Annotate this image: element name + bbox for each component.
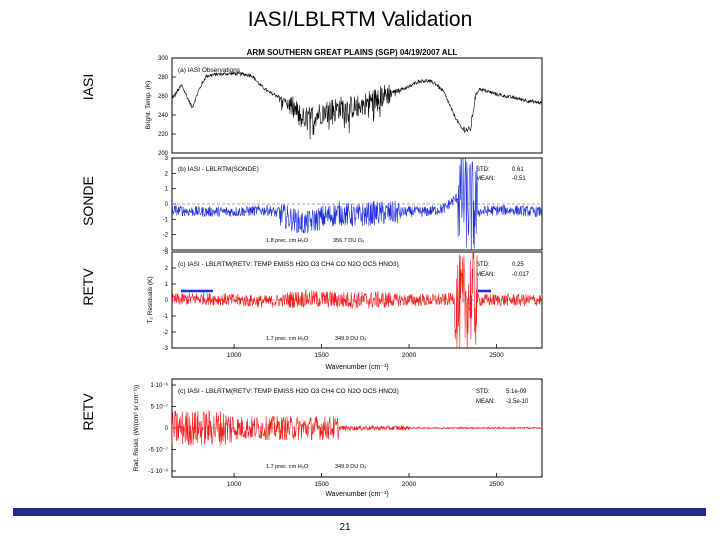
panel-c1-mean: -0.017 — [512, 272, 530, 278]
panel-c2-ytick-label: 0 — [165, 426, 169, 432]
panel-b-ytick-label: -1 — [163, 217, 169, 223]
panel-b-annotation-h2o: 1.8 prec. cm H₂O — [266, 238, 309, 244]
panel-b-std-label: STD: — [476, 167, 490, 173]
panel-b-ytick-label: 0 — [165, 202, 169, 208]
panel-c1-annotation-o3: 349.9 DU O₃ — [335, 336, 366, 342]
panel-c1-title: (c) IASI - LBLRTM(RETV: TEMP EMISS H2O O… — [178, 261, 399, 268]
panel-c2-xtick-label: 2000 — [402, 481, 417, 488]
panel-c2-xlabel: Wavenumber (cm⁻¹) — [325, 491, 388, 498]
panel-a-frame — [171, 57, 543, 154]
panel-a-ylabel: Bright. Temp. (K) — [145, 81, 152, 130]
figure-header: ARM SOUTHERN GREAT PLAINS (SGP) 04/19/20… — [247, 48, 458, 57]
panel-a-ytick-label: 220 — [158, 132, 169, 138]
panel-c1-ytick-label: 1 — [165, 282, 169, 288]
panel-a-title: (a) IASI Observations — [178, 67, 241, 74]
panel-b-spectrum-line — [171, 157, 543, 250]
panel-a-ytick-label: 280 — [158, 75, 169, 81]
panel-b-ytick-label: -3 — [163, 248, 169, 254]
panel-c1-ytick-label: 2 — [165, 266, 169, 272]
panel-b-ytick-label: -2 — [163, 233, 169, 239]
panel-c2-annotation-o3: 349.9 DU O₃ — [335, 464, 366, 470]
panel-c2-title: (c) IASI - LBLRTM(RETV: TEMP EMISS H2O O… — [178, 388, 399, 395]
panel-a-ytick-label: 260 — [158, 94, 169, 100]
panel-b-std: 0.61 — [512, 167, 524, 173]
panel-c1-xtick-label: 1500 — [314, 352, 329, 359]
panel-c1-xtick-label: 1000 — [227, 352, 242, 359]
panel-a-ytick-label: 300 — [158, 56, 169, 62]
panel-c2-std-label: STD: — [476, 389, 490, 395]
slide-title: IASI/LBLRTM Validation — [247, 8, 473, 31]
panel-b-ytick-label: 3 — [165, 156, 169, 162]
panel-c1-spectrum-line — [171, 251, 543, 349]
panel-c2-spectrum-line — [171, 410, 543, 447]
panel-c1-ytick-label: -1 — [163, 314, 169, 320]
panel-c2-ytick-label: -5·10⁻⁷ — [149, 447, 168, 454]
panel-b-mean-label: MEAN: — [476, 176, 495, 182]
panel-c1-std-label: STD: — [476, 262, 490, 268]
panel-c2-xtick-label: 1000 — [227, 481, 242, 488]
panel-c2-ytick-label: -1·10⁻⁶ — [148, 468, 168, 475]
panel-c2-mean: -2.5e-10 — [506, 399, 529, 405]
panel-b-annotation-o3: 356.7 DU O₃ — [333, 238, 364, 244]
panel-c1-ytick-label: 0 — [165, 298, 169, 304]
panel-b-ytick-label: 1 — [165, 187, 169, 193]
panel-c2-annotation-h2o: 1.7 prec. cm H₂O — [266, 464, 309, 470]
panel-c2-ytick-label: 1·10⁻⁶ — [150, 382, 168, 389]
panel-c2-mean-label: MEAN: — [476, 399, 495, 405]
panel-c1-mean-label: MEAN: — [476, 272, 495, 278]
panel-c1-ytick-label: -2 — [163, 330, 169, 336]
panel-c1-ytick-label: 3 — [165, 250, 169, 256]
panel-c2-ytick-label: 5·10⁻⁷ — [151, 404, 168, 411]
panel-c2-std: 5.1e-09 — [506, 389, 527, 395]
panel-a-spectrum-line — [171, 71, 543, 140]
panel-c2-xtick-label: 2500 — [489, 481, 504, 488]
page-number: 21 — [339, 522, 351, 533]
panel-c1-xlabel: Wavenumber (cm⁻¹) — [325, 364, 388, 371]
panel-c1-ylabel: T₂ Residuals (K) — [147, 276, 154, 323]
panel-b-mean: -0.51 — [512, 176, 526, 182]
panel-c1-xtick-label: 2500 — [489, 352, 504, 359]
panel-c1-xtick-label: 2000 — [402, 352, 417, 359]
panel-a-ytick-label: 200 — [158, 151, 169, 157]
panel-c1-ytick-label: -3 — [163, 346, 169, 352]
footer-bar — [13, 508, 706, 516]
panel-b-ytick-label: 2 — [165, 171, 169, 177]
panel-c1-annotation-h2o: 1.7 prec. cm H₂O — [266, 336, 309, 342]
panel-c2-ylabel: Rad. Resid. (W/(cm² sr cm⁻¹)) — [133, 385, 140, 471]
panel-b-title: (b) IASI - LBLRTM(SONDE) — [178, 166, 259, 173]
panel-c2-xtick-label: 1500 — [314, 481, 329, 488]
panel-a-ytick-label: 240 — [158, 113, 169, 119]
panel-c1-std: 0.25 — [512, 262, 524, 268]
